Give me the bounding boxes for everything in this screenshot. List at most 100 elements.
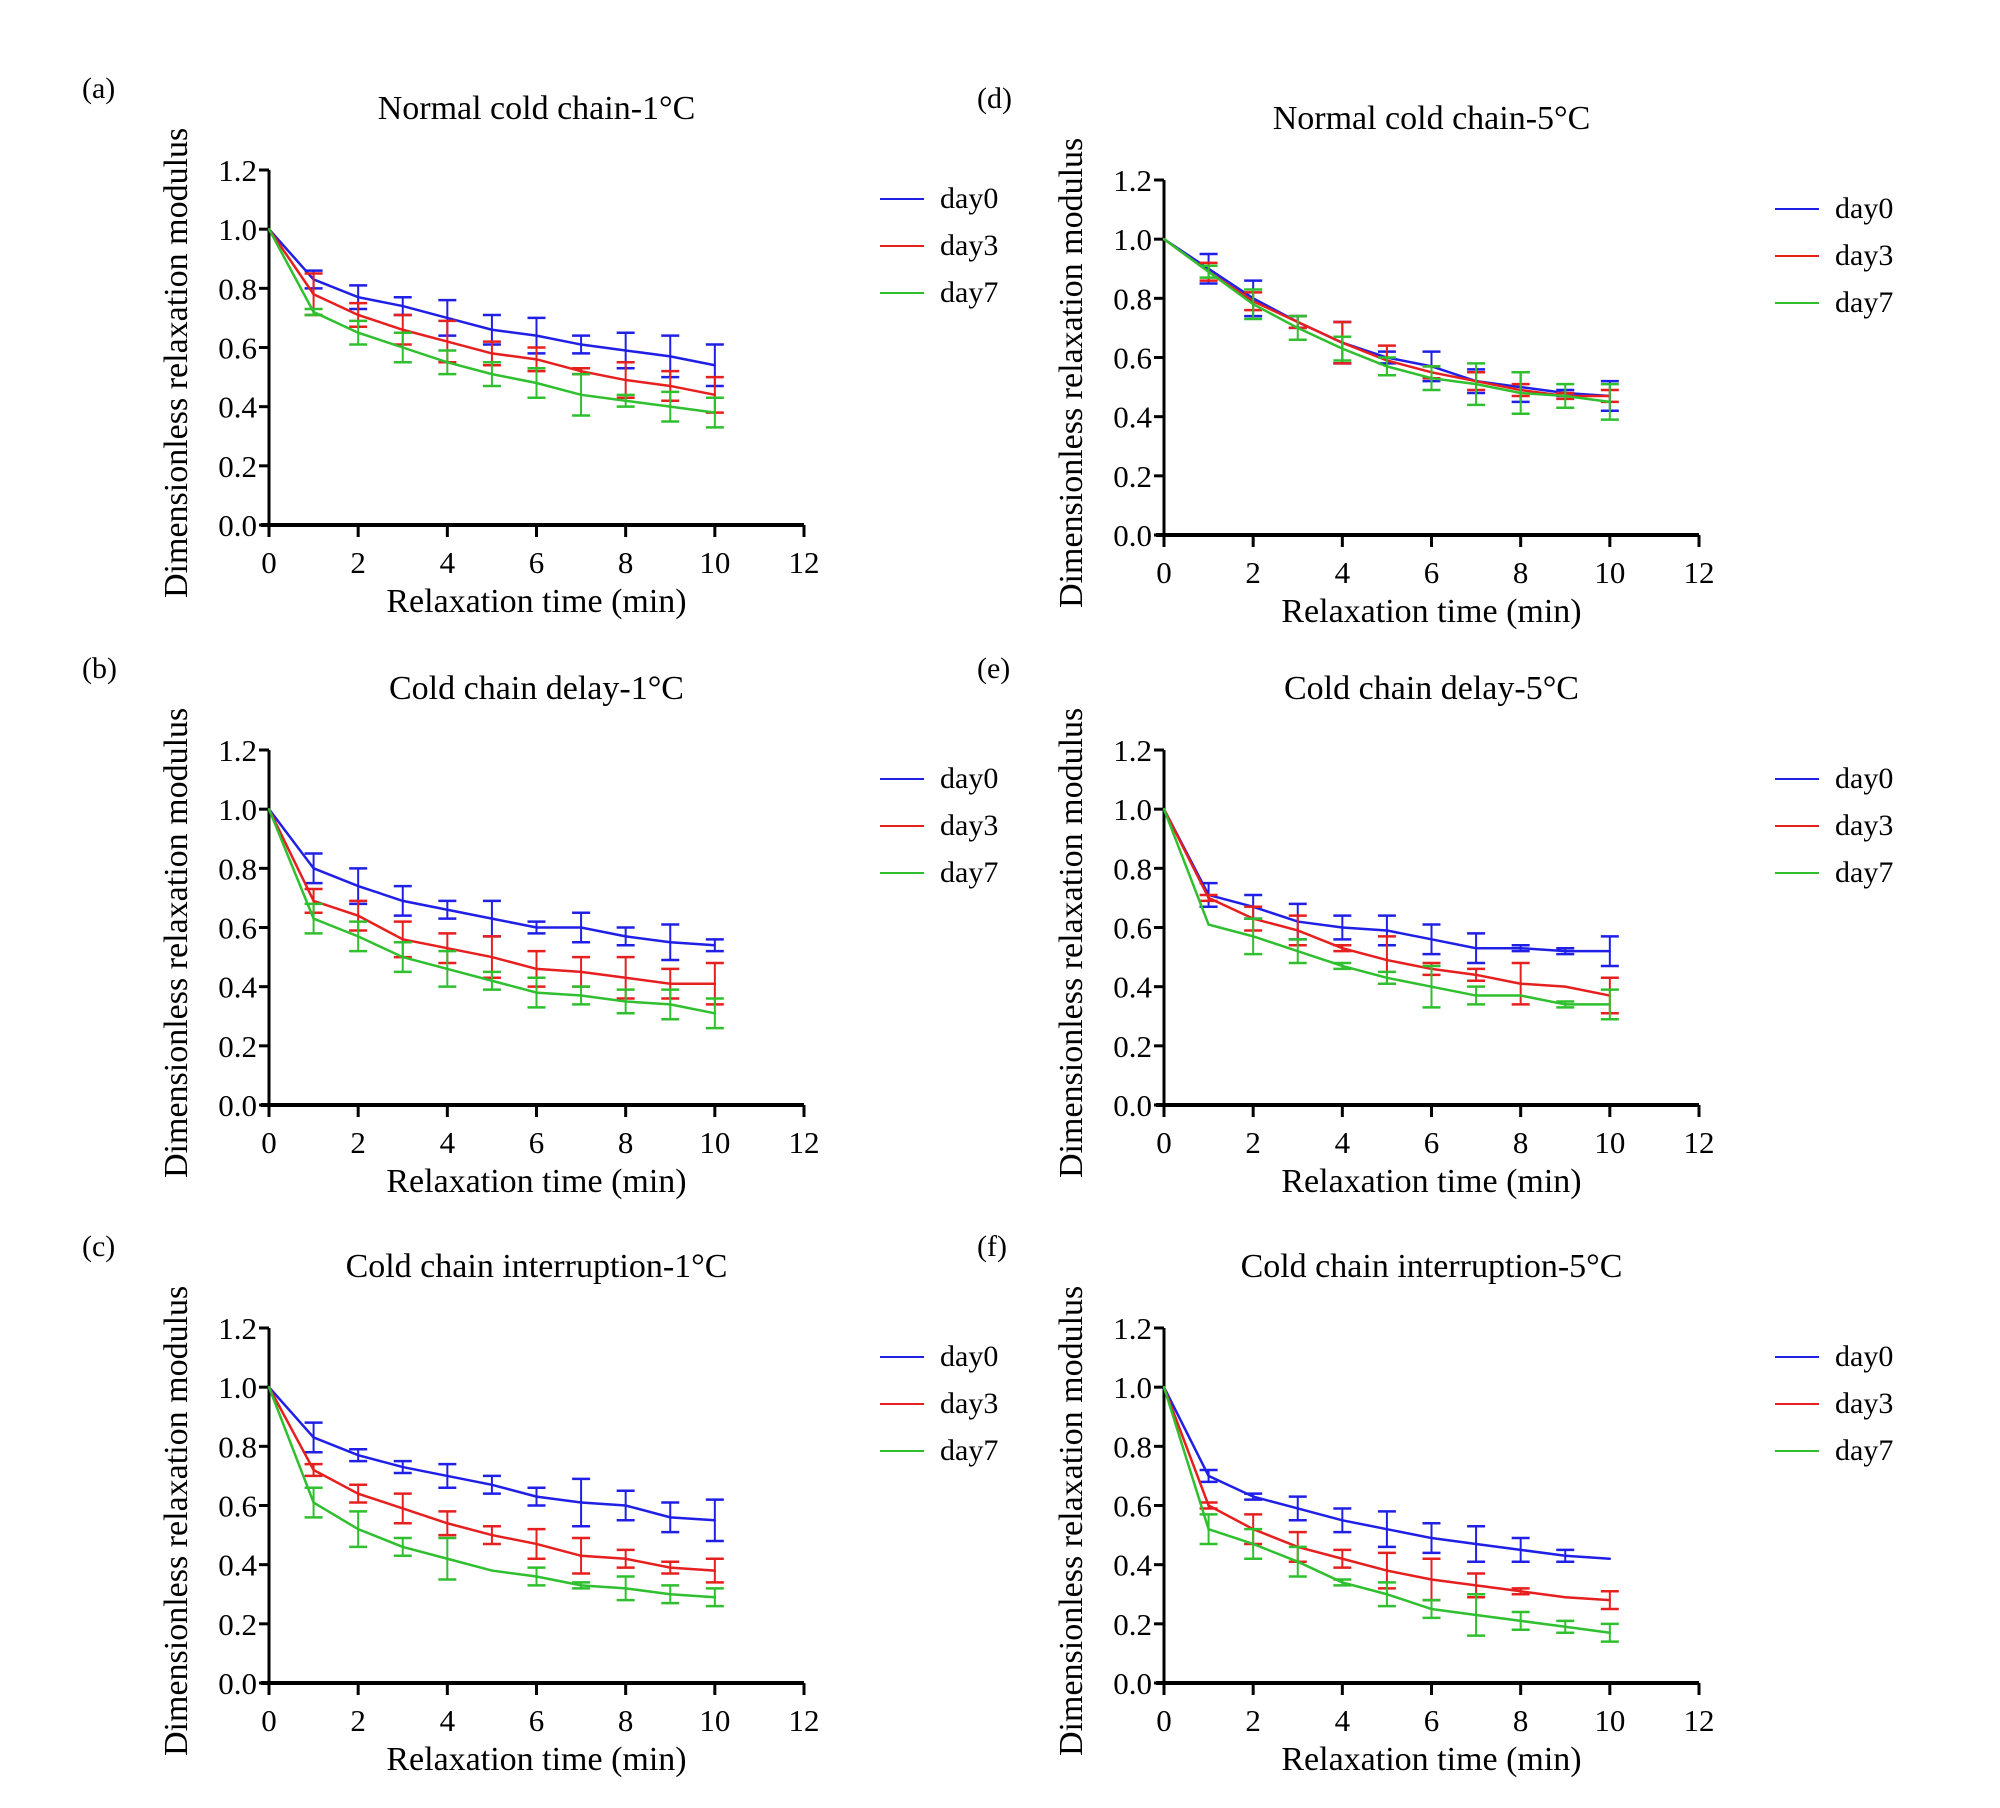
data-point bbox=[401, 938, 404, 941]
data-point bbox=[579, 994, 583, 997]
x-tick-label: 6 bbox=[1424, 555, 1440, 590]
data-point bbox=[1564, 1003, 1567, 1006]
data-point bbox=[401, 328, 404, 331]
x-tick-label: 12 bbox=[1684, 1125, 1715, 1160]
data-point bbox=[669, 355, 672, 358]
data-point bbox=[535, 1495, 538, 1498]
data-point bbox=[446, 947, 449, 950]
y-tick-label: 1.0 bbox=[218, 1370, 257, 1405]
panel-label: (f) bbox=[977, 1230, 1007, 1263]
data-point bbox=[1608, 1557, 1612, 1560]
x-tick-label: 2 bbox=[1245, 555, 1261, 590]
data-point bbox=[713, 411, 717, 414]
data-point bbox=[1608, 1003, 1612, 1006]
data-point bbox=[624, 1557, 627, 1560]
data-point bbox=[1519, 994, 1522, 997]
x-tick-label: 0 bbox=[261, 545, 277, 580]
y-tick-label: 0.2 bbox=[218, 1029, 257, 1064]
data-point bbox=[579, 343, 583, 346]
data-point bbox=[713, 364, 717, 367]
legend-swatch-day0 bbox=[880, 1355, 924, 1358]
legend-item: day0 bbox=[1775, 755, 1893, 802]
legend-label: day3 bbox=[940, 1386, 999, 1420]
data-point bbox=[1296, 1560, 1299, 1563]
data-point bbox=[401, 1545, 404, 1549]
legend-swatch-day3 bbox=[1775, 824, 1819, 827]
x-tick-label: 2 bbox=[1245, 1125, 1261, 1160]
data-point bbox=[401, 346, 404, 349]
data-point bbox=[312, 1468, 315, 1472]
x-tick-label: 10 bbox=[699, 545, 730, 580]
data-point bbox=[1162, 1385, 1166, 1389]
y-tick-label: 0.0 bbox=[1113, 1088, 1152, 1123]
legend-swatch-day7 bbox=[1775, 871, 1819, 874]
data-point bbox=[312, 1436, 315, 1439]
data-point bbox=[356, 313, 360, 317]
x-axis-label: Relaxation time (min) bbox=[386, 583, 687, 620]
y-tick-label: 0.0 bbox=[218, 1666, 257, 1701]
legend-label: day3 bbox=[1835, 808, 1894, 842]
data-point bbox=[356, 1454, 360, 1457]
legend-item: day7 bbox=[880, 269, 998, 316]
panel-title: Normal cold chain-1°C bbox=[377, 90, 696, 127]
data-point bbox=[1564, 949, 1567, 953]
data-point bbox=[1296, 1507, 1299, 1510]
data-point bbox=[535, 991, 538, 994]
data-point bbox=[1519, 1590, 1522, 1593]
series-day7 bbox=[1162, 237, 1619, 421]
data-point bbox=[713, 1012, 717, 1015]
data-point bbox=[1162, 807, 1166, 811]
data-point bbox=[1608, 1598, 1612, 1602]
y-tick-label: 0.0 bbox=[218, 1088, 257, 1123]
legend-item: day0 bbox=[880, 1333, 998, 1380]
data-point bbox=[1385, 1593, 1389, 1596]
data-point bbox=[1385, 1569, 1389, 1572]
data-point bbox=[312, 867, 315, 870]
data-point bbox=[401, 1465, 404, 1469]
legend-label: day7 bbox=[1835, 1433, 1894, 1467]
data-point bbox=[1430, 1578, 1433, 1581]
x-tick-label: 4 bbox=[1335, 555, 1351, 590]
data-point bbox=[1385, 976, 1389, 979]
data-point bbox=[1564, 1596, 1567, 1599]
legend-label: day0 bbox=[940, 1339, 999, 1373]
data-point bbox=[446, 1474, 449, 1478]
y-tick-label: 0.4 bbox=[218, 1548, 257, 1583]
data-point bbox=[1341, 947, 1344, 950]
data-point bbox=[446, 316, 449, 320]
legend-swatch-day7 bbox=[880, 291, 924, 294]
data-point bbox=[401, 955, 404, 959]
data-point bbox=[1207, 896, 1210, 900]
data-point bbox=[312, 310, 315, 314]
data-point bbox=[1608, 949, 1612, 953]
legend-label: day0 bbox=[1835, 191, 1894, 225]
x-tick-label: 12 bbox=[789, 1125, 820, 1160]
data-point bbox=[1207, 923, 1210, 926]
legend-swatch-day3 bbox=[1775, 254, 1819, 257]
legend-label: day7 bbox=[1835, 285, 1894, 319]
y-tick-label: 1.2 bbox=[1113, 1311, 1152, 1346]
data-point bbox=[267, 807, 271, 811]
x-tick-label: 0 bbox=[261, 1703, 277, 1738]
legend-item: day7 bbox=[880, 1427, 998, 1474]
panel-c: (c) Cold chain interruption-1°C Dimensionl… bbox=[80, 1228, 998, 1808]
data-point bbox=[713, 393, 717, 397]
data-point bbox=[446, 967, 449, 971]
x-tick-label: 4 bbox=[1335, 1125, 1351, 1160]
data-point bbox=[267, 227, 271, 231]
series-day0 bbox=[267, 807, 724, 962]
x-tick-label: 12 bbox=[1684, 1703, 1715, 1738]
y-tick-label: 0.6 bbox=[1113, 1489, 1152, 1524]
data-point bbox=[1519, 982, 1522, 985]
y-tick-label: 0.2 bbox=[1113, 459, 1152, 494]
y-tick-label: 0.8 bbox=[1113, 281, 1152, 316]
data-point bbox=[669, 405, 672, 408]
x-tick-label: 2 bbox=[350, 1125, 366, 1160]
chart-svg: 0.0 0.2 0.4 0.6 0.8 1.0 1.2 0 2 4 6 8 10 12 bbox=[218, 153, 819, 580]
data-point bbox=[267, 1385, 271, 1389]
panel-label: (e) bbox=[977, 652, 1011, 685]
x-tick-label: 6 bbox=[1424, 1703, 1440, 1738]
panel-f: (f) Cold chain interruption-5°C Dimensionl… bbox=[975, 1228, 1893, 1808]
x-tick-label: 4 bbox=[440, 1125, 456, 1160]
legend-swatch-day3 bbox=[1775, 1402, 1819, 1405]
